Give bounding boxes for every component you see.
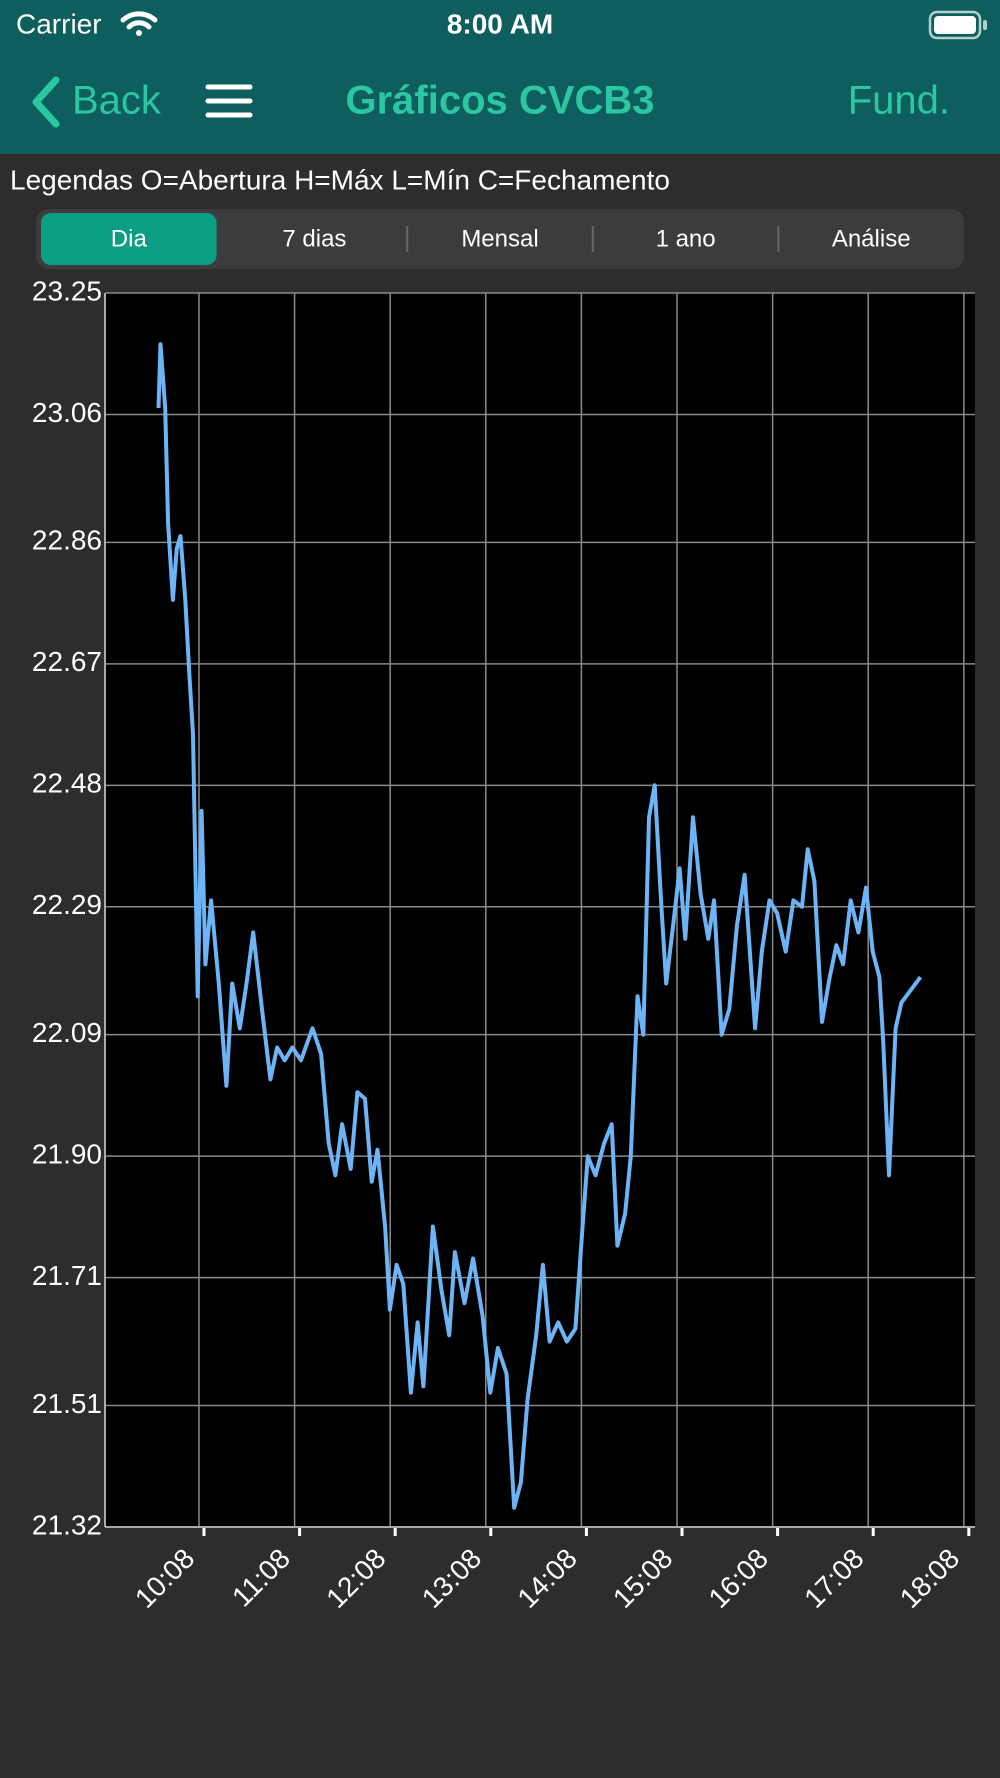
back-chevron[interactable]: [32, 76, 60, 128]
wifi-icon: [120, 11, 158, 36]
header: [0, 0, 1000, 154]
fund-button[interactable]: Fund.: [848, 79, 950, 123]
plot-area: [105, 293, 975, 1527]
battery-icon: [928, 10, 987, 40]
price-line: [156, 342, 923, 1510]
y-tick-label: 21.71: [32, 1260, 102, 1291]
segmented-control: [36, 209, 964, 269]
y-tick-label: 22.67: [32, 646, 102, 677]
legend-text: Legendas O=Abertura H=Máx L=Mín C=Fecham…: [10, 164, 670, 195]
tab-label[interactable]: Dia: [111, 225, 148, 252]
y-tick-label: 23.25: [32, 275, 102, 306]
back-label[interactable]: Back: [72, 79, 162, 123]
y-tick-label: 22.29: [32, 889, 102, 920]
nav-title: Gráficos CVCB3: [346, 79, 655, 123]
y-tick-label: 23.06: [32, 397, 102, 428]
y-tick-label: 21.90: [32, 1139, 102, 1170]
tab-label[interactable]: 1 ano: [656, 225, 716, 252]
tab-label[interactable]: Mensal: [461, 225, 538, 252]
y-tick-label: 21.32: [32, 1509, 102, 1540]
menu-button[interactable]: [205, 84, 253, 118]
tab-label[interactable]: Análise: [832, 225, 911, 252]
tab-label[interactable]: 7 dias: [282, 225, 346, 252]
y-tick-label: 22.48: [32, 768, 102, 799]
y-tick-label: 21.51: [32, 1388, 102, 1419]
carrier: Carrier: [16, 8, 102, 39]
y-tick-label: 22.86: [32, 525, 102, 556]
y-tick-label: 22.09: [32, 1017, 102, 1048]
tab-selected-bg: [41, 213, 217, 265]
clock: 8:00 AM: [447, 8, 553, 39]
back-button[interactable]: Back: [32, 76, 162, 128]
